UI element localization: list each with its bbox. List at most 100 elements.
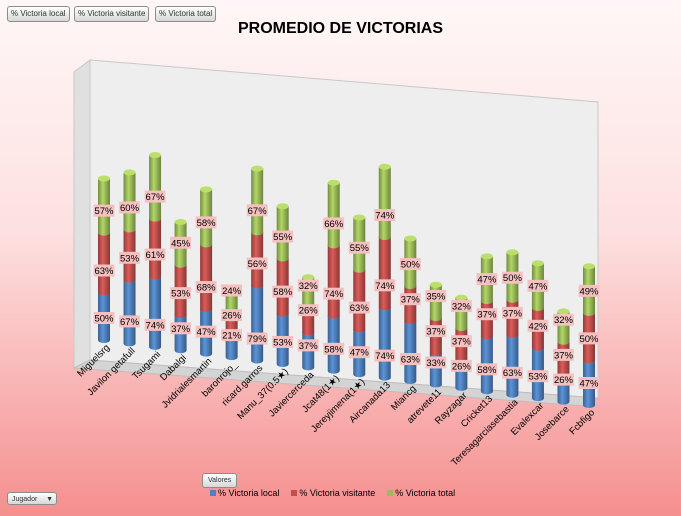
legend-item-total: % Victoria total [387, 488, 455, 498]
filter-label: Jugador [12, 496, 38, 503]
data-label-bg [195, 281, 217, 294]
data-label-bg [195, 325, 217, 338]
data-label: 37% [554, 350, 574, 361]
data-label: 55% [273, 232, 293, 243]
data-label-bg [374, 349, 396, 362]
values-field-button[interactable]: Valores [202, 473, 238, 488]
data-label: 67% [146, 192, 166, 203]
data-label: 58% [477, 365, 497, 376]
bar-total [378, 163, 391, 241]
data-label-bg [399, 293, 421, 306]
legend-swatch-visitante [291, 490, 298, 496]
data-label: 74% [146, 320, 166, 331]
data-label: 26% [554, 375, 574, 386]
data-label: 58% [273, 287, 293, 298]
data-label-bg [578, 284, 600, 297]
data-label: 37% [452, 337, 472, 348]
data-label: 33% [426, 358, 446, 369]
data-label-bg [553, 313, 574, 326]
data-label: 24% [222, 286, 242, 297]
data-label-bg [476, 363, 498, 376]
bar-visitante [98, 229, 110, 296]
data-label-bg [144, 190, 166, 203]
data-label: 55% [350, 243, 370, 254]
data-label: 47% [350, 348, 370, 359]
data-label: 56% [248, 259, 268, 270]
data-label-bg [374, 279, 396, 292]
filter-jugador-button[interactable]: Jugador ▼ [7, 492, 57, 505]
data-label: 74% [375, 351, 395, 362]
data-label-bg [450, 359, 472, 372]
data-label-bg [93, 312, 115, 324]
data-label: 68% [197, 283, 217, 294]
data-label: 49% [579, 286, 599, 297]
data-label-bg [553, 348, 574, 361]
field-button-total[interactable]: % Victoria total [155, 6, 217, 22]
data-label-bg [246, 332, 268, 345]
data-label: 74% [375, 281, 395, 292]
data-label-bg [221, 309, 243, 322]
field-button-visitante[interactable]: % Victoria visitante [74, 6, 150, 22]
data-label-bg [297, 304, 319, 317]
data-label: 50% [94, 314, 114, 325]
data-label: 74% [375, 211, 395, 222]
legend-label-visitante: % Victoria visitante [299, 488, 376, 498]
data-label-bg [323, 342, 345, 355]
data-label-bg [119, 201, 140, 214]
data-labels-group: 50% 63% 57% 67% 53% 60% 74% 61% 67% 37% 53% 45% 47% 6… [93, 190, 600, 390]
data-label: 21% [222, 331, 242, 342]
data-label: 42% [528, 321, 548, 332]
data-label: 74% [324, 289, 344, 300]
data-label-bg [272, 230, 294, 243]
data-label-bg [170, 236, 191, 249]
bar-visitante [327, 242, 340, 319]
data-label: 63% [401, 355, 421, 366]
data-label: 32% [299, 281, 319, 292]
data-label-bg [476, 308, 498, 321]
data-label-bg [399, 258, 421, 271]
data-label-bg [119, 251, 140, 264]
data-label: 47% [477, 275, 497, 286]
data-label-bg [425, 325, 447, 338]
data-label-bg [502, 306, 523, 319]
legend-label-local: % Victoria local [218, 488, 280, 498]
data-label-bg [246, 204, 268, 217]
data-label-bg [502, 271, 523, 284]
data-label: 32% [554, 315, 574, 326]
data-label-bg [527, 279, 549, 292]
data-label-bg [246, 257, 268, 270]
field-button-local[interactable]: % Victoria local [7, 6, 70, 22]
data-label-bg [527, 319, 549, 332]
data-label: 37% [426, 327, 446, 338]
bar-visitante [353, 266, 366, 333]
data-label: 35% [426, 291, 446, 302]
data-label: 79% [248, 334, 268, 345]
data-label-bg [144, 248, 166, 261]
bar-local [404, 318, 417, 385]
data-label-bg [553, 373, 574, 386]
chart-floor [72, 359, 600, 407]
data-label-bg [221, 329, 243, 342]
data-label-bg [323, 287, 345, 300]
data-label-bg [450, 335, 472, 348]
data-label: 37% [299, 341, 319, 352]
data-label: 53% [273, 337, 293, 348]
data-label-bg [297, 279, 319, 292]
data-label: 58% [324, 344, 344, 355]
chevron-down-icon: ▼ [46, 496, 53, 503]
data-label: 37% [503, 308, 523, 319]
data-label-bg [425, 289, 447, 302]
data-label: 50% [503, 273, 523, 284]
bar-total [149, 151, 162, 222]
bar-local [378, 304, 391, 381]
bar-visitante [378, 234, 391, 311]
data-label: 63% [94, 266, 114, 277]
data-label-bg [450, 300, 472, 313]
data-label-bg [170, 287, 191, 300]
bar-total [251, 165, 264, 236]
legend: % Victoria local % Victoria visitante % … [210, 488, 455, 498]
bar-local [149, 273, 162, 350]
data-label: 53% [120, 253, 140, 264]
data-label: 50% [401, 260, 421, 271]
